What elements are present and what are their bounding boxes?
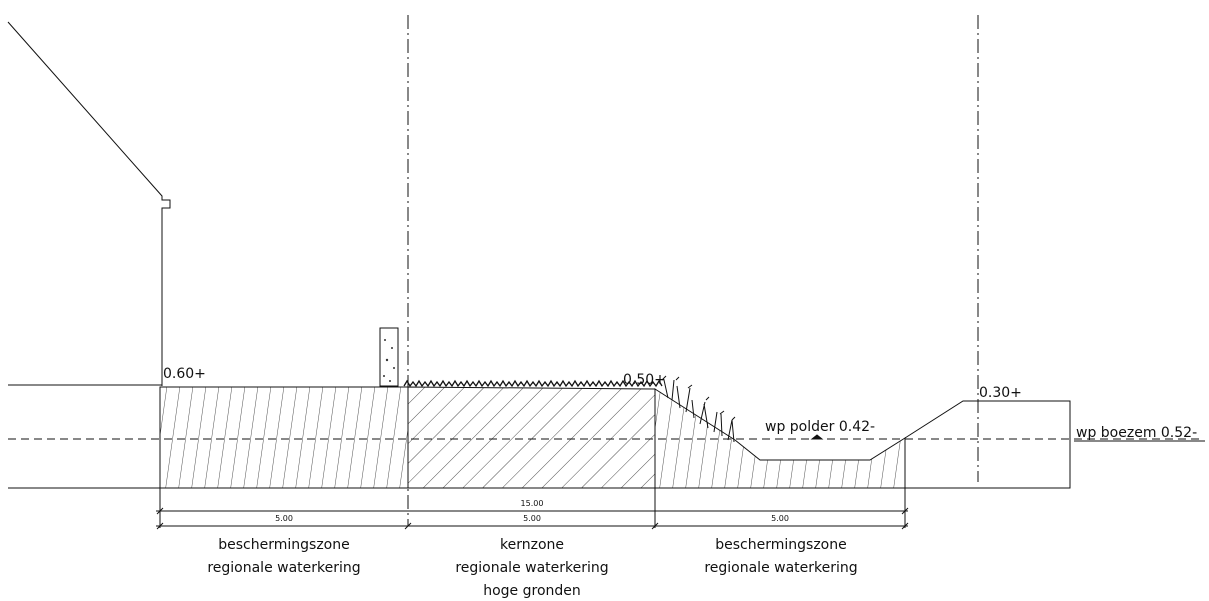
dimension-segment: 5.00: [523, 514, 541, 523]
right-ground: [904, 400, 1071, 489]
water-marker: [810, 434, 824, 440]
level-label: 0.30+: [979, 385, 1022, 401]
water-level-label: wp boezem 0.52-: [1076, 425, 1197, 441]
reeds: [661, 375, 736, 443]
zone-label: hoge gronden: [483, 583, 581, 599]
zone-label: regionale waterkering: [704, 560, 857, 576]
dim-ticks: [156, 507, 909, 530]
zone-label: regionale waterkering: [207, 560, 360, 576]
zone-left-soil: [159, 386, 409, 489]
dimension-total: 15.00: [521, 499, 544, 508]
zone-label: kernzone: [500, 537, 564, 553]
dimension-segment: 5.00: [771, 514, 789, 523]
water-level-label: wp polder 0.42-: [765, 419, 875, 435]
grass: [403, 379, 663, 388]
level-label: 0.50+: [623, 372, 666, 388]
zone-label: beschermingszone: [715, 537, 846, 553]
zone-label: regionale waterkering: [455, 560, 608, 576]
zone-right-soil: [654, 388, 906, 489]
house-outline: [7, 21, 171, 386]
post: [379, 327, 399, 387]
dimension-segment: 5.00: [275, 514, 293, 523]
zone-label: beschermingszone: [218, 537, 349, 553]
post-texture: [383, 339, 395, 382]
zone-core-soil: [407, 386, 656, 489]
level-label: 0.60+: [163, 366, 206, 382]
